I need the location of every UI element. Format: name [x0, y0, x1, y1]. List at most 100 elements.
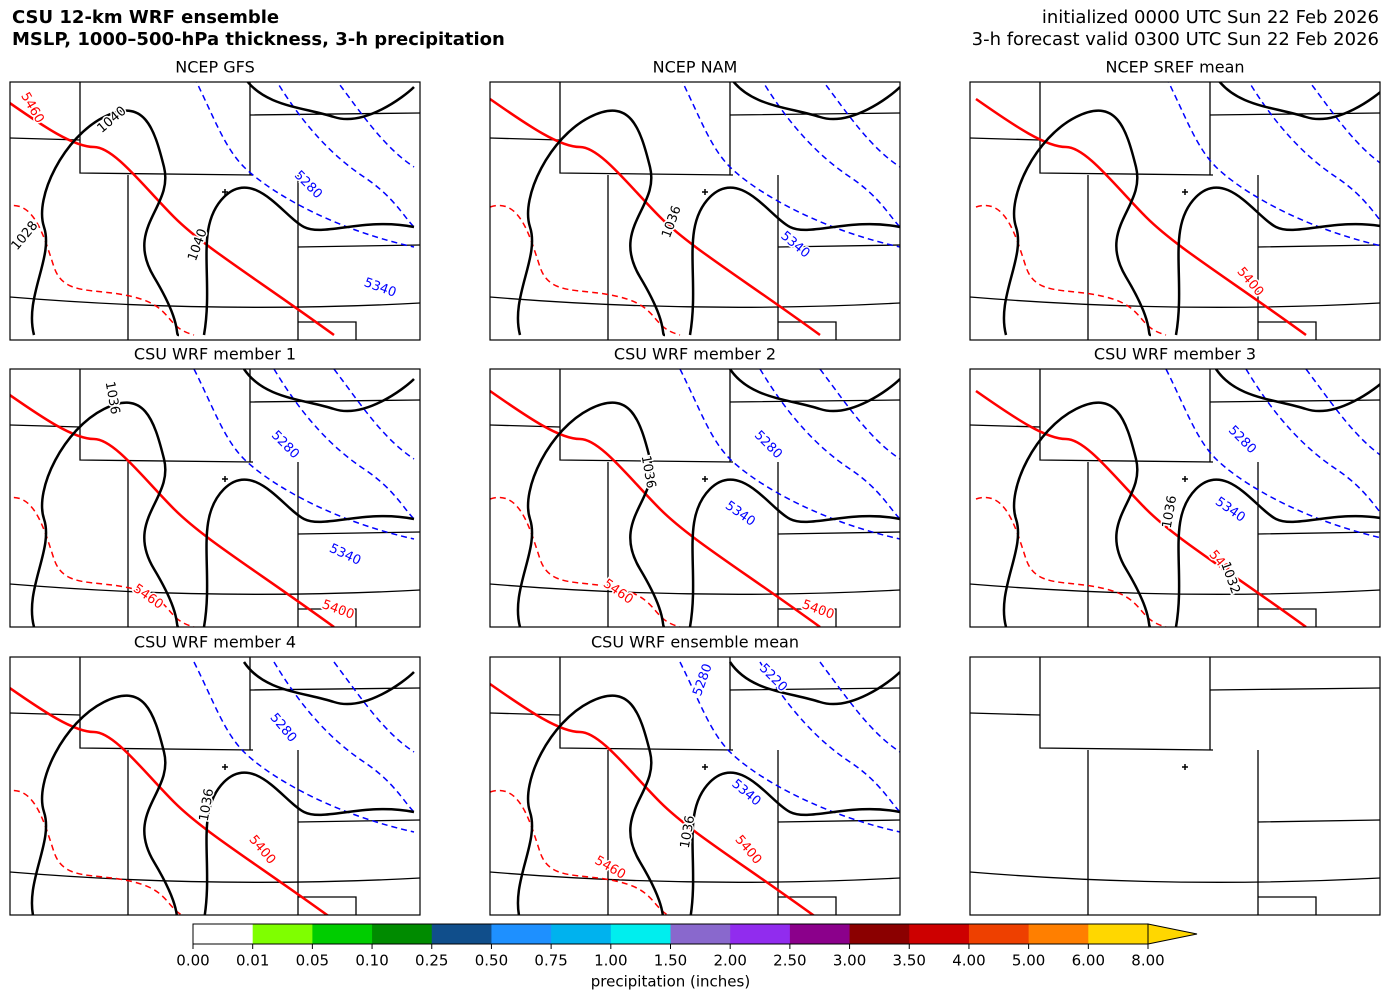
state-border: [1087, 175, 1380, 340]
thickness-contour: [822, 82, 900, 168]
thickness-contour: [1308, 82, 1380, 164]
colorbar-tick-label: 4.00: [952, 952, 985, 970]
city-marker: [222, 189, 228, 195]
state-border: [970, 296, 1380, 308]
state-border: [1258, 608, 1317, 627]
contour-label: 5280: [268, 428, 302, 462]
thickness-5400: [975, 389, 1307, 627]
panel-title: CSU WRF member 2: [614, 345, 776, 364]
thickness-contour: [759, 661, 900, 813]
init-time: initialized 0000 UTC Sun 22 Feb 2026: [1042, 7, 1379, 28]
colorbar-tick-label: 0.75: [534, 952, 567, 970]
state-border: [1258, 896, 1317, 915]
title: CSU 12-km WRF ensemble: [12, 7, 279, 28]
thickness-contour: [490, 204, 681, 336]
isobar: [1174, 478, 1380, 627]
contour-label: 1036: [678, 814, 699, 849]
contours: [975, 82, 1380, 337]
isobar: [202, 478, 415, 627]
state-border: [10, 82, 420, 176]
isobar: [732, 82, 900, 121]
isobar: [203, 771, 415, 915]
isobar: [688, 186, 900, 336]
isobar: [202, 186, 415, 336]
thickness-contour: [1305, 369, 1380, 456]
colorbar-segment: [491, 924, 552, 944]
panel-frame: [9, 368, 421, 628]
isobar: [1002, 109, 1152, 337]
thickness-contour: [819, 661, 900, 753]
isobar: [30, 694, 179, 915]
thickness-contour: [10, 496, 195, 627]
isobar: [516, 401, 666, 627]
colorbar-segment: [551, 924, 612, 944]
contour-label: 5280: [267, 711, 300, 746]
isobar: [1174, 186, 1380, 336]
contour-label: 1036: [102, 380, 123, 415]
colorbar-tick-label: 6.00: [1072, 952, 1105, 970]
isobar: [689, 771, 900, 915]
state-border: [10, 657, 420, 751]
thickness-contour: [762, 82, 900, 228]
city-marker: [222, 764, 228, 770]
state-border: [490, 583, 900, 595]
thickness-contour: [490, 496, 681, 627]
thickness-contour: [681, 82, 900, 248]
thickness-contour: [1165, 369, 1380, 539]
colorbar-tick-label: 2.50: [773, 952, 806, 970]
state-border: [10, 296, 420, 308]
state-border: [490, 82, 900, 176]
state-border: [10, 583, 420, 595]
map-panel: CSU WRF member 1 1036 5280 5340 5460 5400: [9, 345, 421, 628]
thickness-contour: [193, 661, 415, 833]
isobar: [728, 661, 900, 706]
thickness-contour: [679, 661, 900, 833]
colorbar-segment: [312, 924, 373, 944]
thickness-contour: [975, 204, 1167, 336]
contour-label: 5340: [722, 498, 758, 529]
state-border: [607, 462, 900, 627]
contour-label: 5340: [327, 541, 363, 569]
contours: [10, 369, 415, 627]
contours: [10, 661, 415, 915]
state-border: [970, 82, 1380, 176]
panel-title: CSU WRF ensemble mean: [591, 633, 799, 652]
map-panel: CSU WRF member 2 1036 5280 5340 5460 5400: [489, 345, 901, 628]
panel-frame: [489, 81, 901, 341]
state-border: [10, 871, 420, 883]
contour-label: 5340: [1212, 494, 1248, 525]
contour-label: 5340: [729, 777, 764, 810]
isobar: [516, 109, 666, 337]
state-border: [127, 462, 420, 627]
city-marker: [702, 189, 708, 195]
contours: [975, 369, 1380, 627]
contours: [490, 369, 900, 627]
isobar: [30, 109, 180, 337]
state-border: [970, 583, 1380, 595]
contours: [490, 661, 900, 915]
state-border: [1087, 750, 1380, 915]
contour-label: 5340: [778, 229, 813, 262]
thickness-contour: [10, 204, 195, 336]
map-area: 1036 5280 5340 5460 5400: [10, 369, 420, 627]
colorbar-segment: [789, 924, 851, 944]
isobar: [242, 661, 415, 706]
colorbar-tick-label: 3.00: [833, 952, 866, 970]
isobar: [516, 694, 665, 915]
colorbar-tick-label: 0.05: [296, 952, 329, 970]
panel-frame: [969, 368, 1381, 628]
panel-frame: [9, 81, 421, 341]
map-area: 5400: [970, 82, 1380, 340]
subtitle: MSLP, 1000–500-hPa thickness, 3-h precip…: [12, 29, 505, 50]
panel-title: NCEP NAM: [653, 58, 738, 77]
thickness-contour: [490, 789, 670, 915]
contour-label: 5280: [690, 662, 715, 698]
city-marker: [1182, 476, 1188, 482]
thickness-contour: [1245, 369, 1380, 514]
thickness-5400: [10, 393, 335, 627]
